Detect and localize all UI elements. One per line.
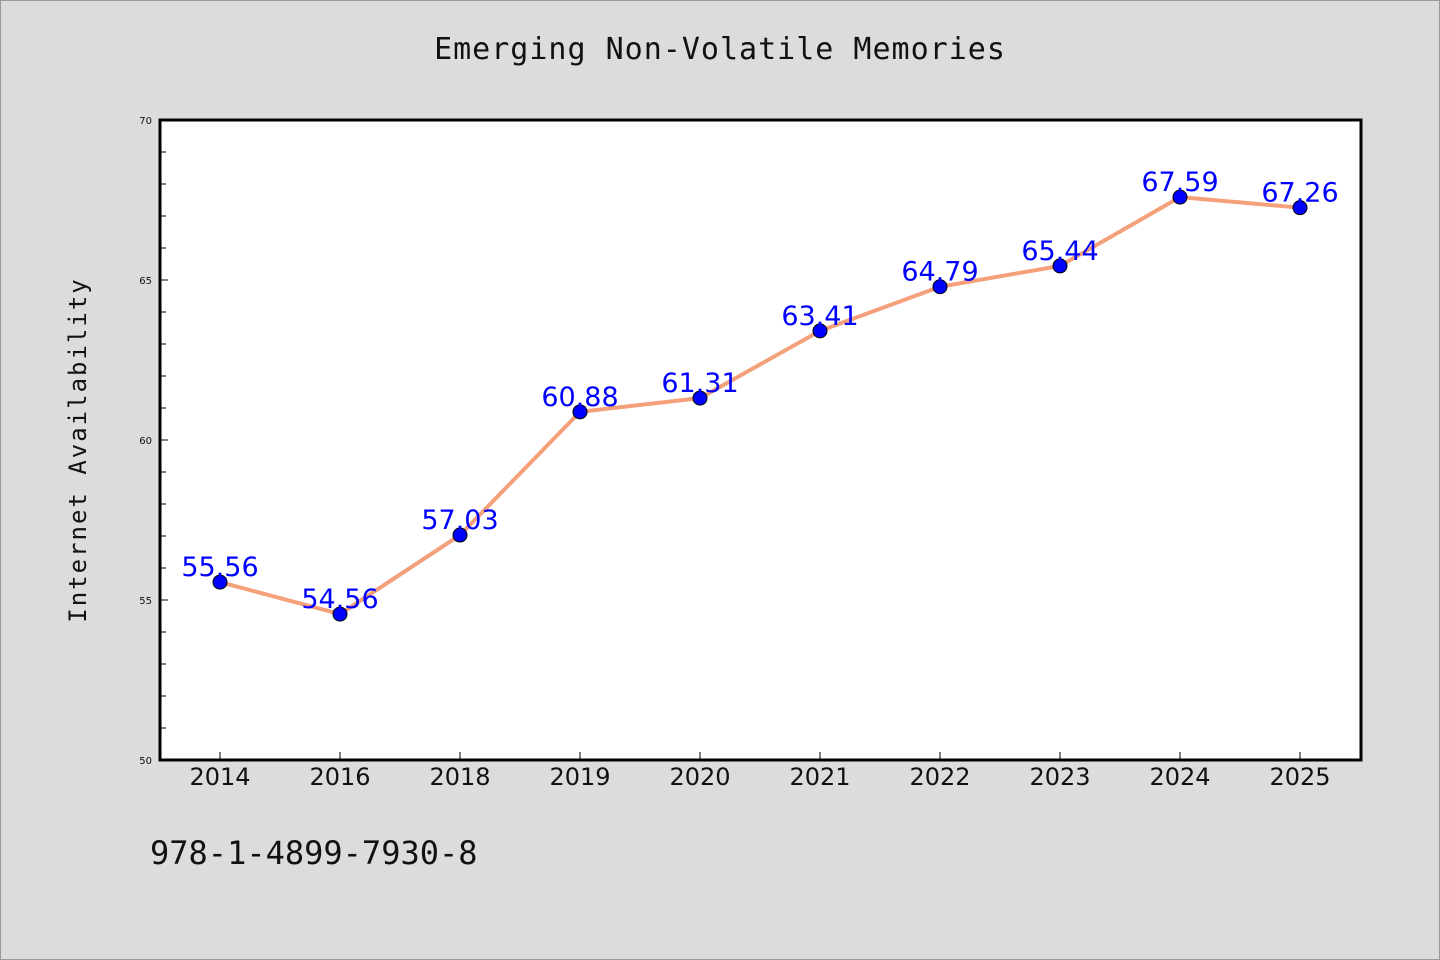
x-tick-label: 2018 — [429, 763, 490, 791]
y-axis-ticks: 50 55 60 65 70 — [139, 116, 168, 767]
x-tick-label: 2025 — [1269, 763, 1330, 791]
data-point — [212, 574, 228, 590]
x-tick-label: 2016 — [309, 763, 370, 791]
y-axis-label: Internet Availability — [64, 277, 92, 622]
x-tick-label: 2023 — [1029, 763, 1090, 791]
data-label: 57.03 — [421, 505, 498, 536]
data-point — [572, 404, 588, 420]
data-label: 61.31 — [661, 368, 738, 399]
x-axis-ticks: 2014 2016 2018 2019 2020 2021 2022 2023 2024 2025 — [189, 752, 1331, 791]
data-point — [932, 279, 948, 295]
y-tick-label: 70 — [139, 116, 152, 127]
y-tick-label: 50 — [139, 756, 152, 767]
data-point — [692, 390, 708, 406]
data-label: 63.41 — [781, 301, 858, 332]
x-tick-label: 2014 — [189, 763, 250, 791]
data-point — [1292, 200, 1308, 216]
y-tick-label: 65 — [139, 276, 152, 287]
series-line — [219, 195, 1301, 617]
data-point — [452, 527, 468, 543]
data-label: 54.56 — [301, 584, 378, 615]
data-label: 65.44 — [1021, 236, 1098, 267]
footer-code: 978-1-4899-7930-8 — [150, 834, 478, 872]
x-tick-label: 2021 — [789, 763, 850, 791]
data-label: 64.79 — [901, 257, 978, 288]
x-tick-label: 2024 — [1149, 763, 1210, 791]
data-point — [332, 606, 348, 622]
data-label: 67.59 — [1141, 167, 1218, 198]
data-label: 55.56 — [181, 552, 258, 583]
data-label: 67.26 — [1261, 178, 1338, 209]
plot-area — [158, 118, 1363, 762]
data-labels: 55.56 54.56 57.03 60.88 61.31 63.41 64.79 65.44… — [181, 167, 1338, 615]
data-point — [1172, 189, 1188, 205]
y-tick-label: 60 — [139, 436, 152, 447]
data-point — [812, 323, 828, 339]
data-point — [1052, 258, 1068, 274]
x-tick-label: 2022 — [909, 763, 970, 791]
chart-title: Emerging Non-Volatile Memories — [434, 32, 1006, 67]
data-markers — [212, 189, 1308, 622]
x-tick-label: 2019 — [549, 763, 610, 791]
x-tick-label: 2020 — [669, 763, 730, 791]
data-label: 60.88 — [541, 382, 618, 413]
y-tick-label: 55 — [139, 596, 152, 607]
